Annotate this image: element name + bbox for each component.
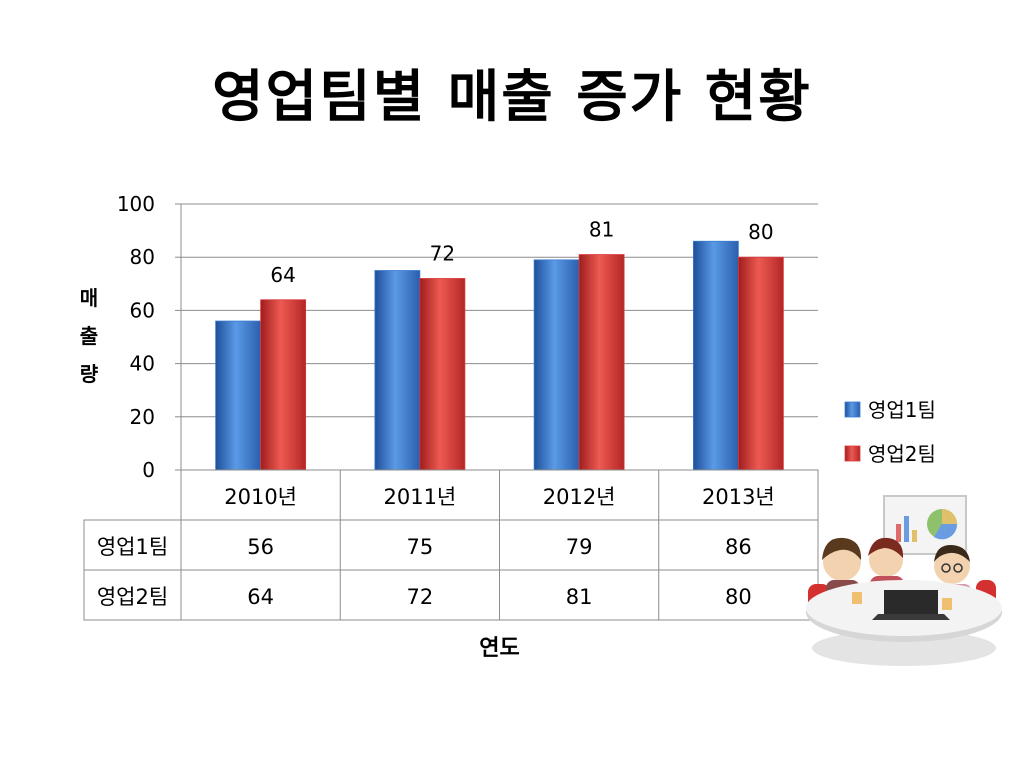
y-axis: 0 20 40 60 80 100 (117, 192, 182, 482)
bar-영업1팀-2012년 (533, 259, 580, 471)
legend-entry: 영업1팀 (868, 398, 936, 422)
y-tick-label: 80 (130, 245, 155, 269)
page-title: 영업팀별 매출 증가 현황 (212, 65, 812, 130)
y-tick-label: 20 (130, 405, 155, 429)
bar-영업2팀-2010년 (260, 299, 307, 471)
bar-영업2팀-2011년 (419, 278, 466, 471)
table-cell: 80 (725, 585, 752, 609)
y-tick-label: 0 (142, 458, 155, 482)
x-tick-label: 2013년 (702, 485, 775, 509)
table-cell: 72 (407, 585, 434, 609)
table-cell: 75 (407, 535, 434, 559)
table-row (83, 569, 819, 621)
x-tick-label: 2012년 (543, 485, 616, 509)
data-label: 64 (270, 263, 295, 287)
table-cell: 79 (566, 535, 593, 559)
x-axis-label: 연도 (479, 636, 519, 661)
x-tick-label: 2010년 (224, 485, 297, 509)
data-label: 72 (430, 241, 455, 265)
data-label: 80 (748, 220, 773, 244)
table-cell: 81 (566, 585, 593, 609)
legend-swatch (844, 445, 861, 462)
table-cell: 56 (247, 535, 274, 559)
bar-영업1팀-2013년 (692, 240, 739, 471)
bar-영업1팀-2010년 (215, 320, 262, 471)
y-tick-label: 60 (130, 298, 155, 322)
table-row (83, 519, 819, 571)
y-tick-label: 40 (130, 352, 155, 376)
table-row-header: 영업1팀 (97, 535, 168, 559)
legend-entry: 영업2팀 (868, 442, 936, 466)
meeting-people-icon (806, 495, 1002, 666)
bar-영업1팀-2011년 (374, 270, 421, 471)
bars (215, 240, 784, 471)
table-row-header: 영업2팀 (97, 585, 168, 609)
x-axis-title: 연도 (479, 636, 519, 661)
x-tick-label: 2011년 (383, 485, 456, 509)
bar-영업2팀-2013년 (737, 256, 784, 471)
data-label: 81 (589, 218, 614, 242)
bar-영업2팀-2012년 (578, 254, 625, 471)
table-cell: 64 (247, 585, 274, 609)
legend-swatch (844, 401, 861, 418)
y-tick-label: 100 (117, 192, 155, 216)
data-labels: 64 72 81 80 (270, 218, 773, 287)
table-cell: 86 (725, 535, 752, 559)
